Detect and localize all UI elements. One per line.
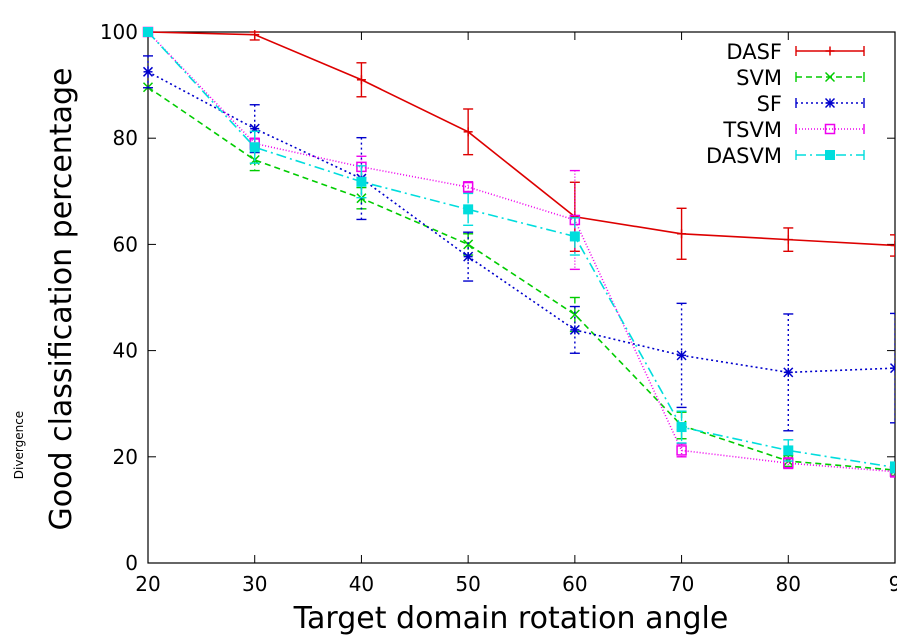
legend-marker-svm	[824, 71, 836, 83]
data-point-sf	[889, 363, 895, 374]
marker-shape	[462, 181, 474, 193]
marker-stroke	[824, 71, 836, 83]
data-point-svm	[569, 309, 580, 320]
series-svm	[142, 82, 895, 477]
data-point-dasvm	[676, 422, 687, 433]
data-point-sf	[676, 350, 687, 361]
y-tick-label: 100	[100, 20, 138, 44]
marker-shape	[825, 150, 835, 160]
data-point-dasvm	[890, 462, 895, 473]
x-tick-label: 80	[776, 572, 801, 596]
marker-stroke	[569, 324, 580, 335]
marker-shape	[783, 457, 794, 469]
legend-item-dasf: DASF	[726, 40, 865, 64]
legend-item-sf: SF	[757, 92, 865, 116]
marker-shape	[356, 176, 367, 187]
legend-marker-dasvm	[825, 150, 835, 160]
marker-shape	[143, 27, 153, 37]
marker-stroke	[142, 66, 154, 77]
series-line-dasvm	[147, 31, 895, 469]
marker-shape	[783, 445, 794, 456]
series-layer	[142, 26, 895, 478]
legend-marker-sf	[824, 97, 836, 109]
marker-stroke	[889, 367, 895, 374]
x-tick-label: 40	[349, 572, 374, 596]
series-tsvm	[142, 26, 895, 478]
data-point-sf	[569, 324, 580, 335]
legend-item-dasvm: DASVM	[706, 144, 865, 168]
marker-shape	[676, 445, 687, 456]
y-tick-label: 0	[125, 551, 138, 575]
data-point-tsvm	[676, 445, 687, 456]
data-point-sf	[463, 251, 474, 262]
legend-label: DASF	[726, 40, 782, 64]
marker-shape	[463, 204, 474, 215]
marker-shape	[824, 123, 836, 135]
legend-marker-dasf	[825, 46, 835, 56]
data-point-tsvm	[462, 181, 474, 193]
marker-stroke	[569, 309, 580, 320]
data-point-dasvm	[783, 445, 794, 456]
series-dasvm	[143, 27, 895, 474]
data-point-dasvm	[356, 176, 367, 187]
data-point-dasf	[677, 229, 687, 239]
marker-stroke	[463, 251, 474, 262]
data-point-tsvm	[783, 457, 794, 469]
legend-item-tsvm: TSVM	[722, 118, 865, 142]
data-point-dasf	[356, 75, 366, 85]
y-tick-label: 60	[113, 232, 138, 256]
marker-shape	[569, 231, 580, 242]
data-point-dasf	[463, 127, 473, 137]
legend-label: SVM	[736, 66, 782, 90]
marker-stroke	[463, 239, 474, 250]
x-tick-label: 60	[562, 572, 587, 596]
marker-shape	[890, 462, 895, 473]
y-axis-title: Good classification percentage	[44, 68, 79, 531]
data-point-sf	[142, 66, 154, 77]
x-tick-label: 20	[135, 572, 160, 596]
series-line-tsvm	[147, 31, 895, 473]
x-tick-label: 9	[889, 572, 897, 596]
marker-stroke	[783, 367, 794, 378]
series-line-svm	[147, 86, 895, 471]
y-tick-label: 80	[113, 126, 138, 150]
legend-label: SF	[757, 92, 782, 116]
data-point-dasvm	[463, 204, 474, 215]
data-point-dasf	[890, 240, 895, 250]
legend-marker-tsvm	[824, 123, 836, 135]
series-sf	[142, 55, 895, 432]
series-line-sf	[147, 71, 895, 374]
marker-stroke	[824, 97, 836, 109]
data-point-dasvm	[249, 142, 260, 153]
marker-stroke	[889, 363, 895, 370]
marker-stroke	[676, 350, 687, 361]
data-point-dasf	[783, 235, 793, 245]
plot-border	[147, 31, 896, 564]
data-point-sf	[783, 367, 794, 378]
y-tick-label: 20	[113, 445, 138, 469]
legend-item-svm: SVM	[736, 66, 865, 90]
marker-shape	[249, 142, 260, 153]
x-tick-label: 50	[455, 572, 480, 596]
x-tick-label: 30	[242, 572, 267, 596]
series-line-dasf	[147, 31, 895, 247]
plot-frame	[147, 31, 896, 564]
y-tick-label: 40	[113, 339, 138, 363]
data-point-dasvm	[143, 27, 153, 37]
x-axis-title: Target domain rotation angle	[293, 601, 729, 636]
data-point-dasvm	[569, 231, 580, 242]
legend-label: TSVM	[722, 118, 782, 142]
legend-label: DASVM	[706, 144, 782, 168]
data-point-dasf	[250, 30, 260, 40]
side-label: Divergence	[12, 411, 26, 479]
data-point-svm	[463, 239, 474, 250]
x-tick-label: 70	[669, 572, 694, 596]
marker-shape	[676, 422, 687, 433]
